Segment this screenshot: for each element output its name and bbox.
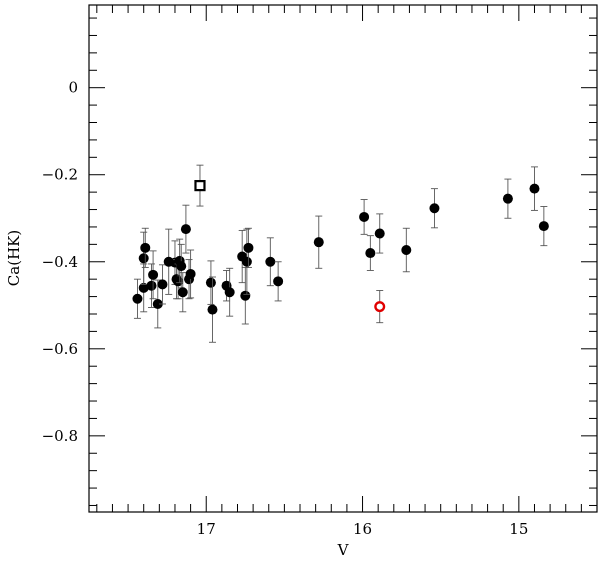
data-point — [224, 287, 235, 298]
data-point — [138, 282, 149, 293]
data-point-square — [194, 180, 206, 192]
data-marks — [132, 164, 549, 343]
y-tick-label: 0 — [68, 79, 78, 97]
tick-labels: 17 16 15 0 −0.2 −0.4 −0.6 −0.8 — [42, 79, 529, 538]
data-point — [205, 277, 216, 288]
data-point — [273, 276, 284, 287]
y-tick-label: −0.4 — [42, 253, 78, 271]
data-point — [243, 242, 254, 253]
y-tick-label: −0.6 — [42, 340, 78, 358]
data-point — [185, 268, 196, 279]
data-point — [138, 253, 149, 264]
data-point — [529, 183, 540, 194]
plot-frame — [88, 4, 598, 513]
data-point — [241, 256, 252, 267]
data-point — [148, 269, 159, 280]
data-point — [365, 248, 376, 259]
data-point — [152, 298, 163, 309]
axis-ticks — [89, 5, 598, 512]
data-point — [176, 261, 187, 272]
data-point — [374, 228, 385, 239]
data-point — [180, 224, 191, 235]
data-point — [313, 237, 324, 248]
data-point — [401, 245, 412, 256]
x-axis-label: V — [337, 541, 350, 559]
data-point — [502, 193, 513, 204]
data-point — [157, 279, 168, 290]
data-point — [265, 256, 276, 267]
data-point — [538, 221, 549, 232]
data-point — [207, 304, 218, 315]
data-point-open-circle — [374, 301, 386, 313]
x-tick-label: 17 — [197, 520, 216, 538]
data-point — [140, 242, 151, 253]
data-point — [359, 211, 370, 222]
data-point — [132, 293, 143, 304]
y-axis-label: Ca(HK) — [5, 230, 23, 286]
data-point — [429, 203, 440, 214]
y-tick-label: −0.8 — [42, 427, 78, 445]
data-point — [177, 287, 188, 298]
data-point — [146, 280, 157, 291]
x-tick-label: 16 — [353, 520, 372, 538]
y-tick-label: −0.2 — [42, 166, 78, 184]
data-point — [173, 276, 184, 287]
data-point — [240, 290, 251, 301]
x-tick-label: 15 — [509, 520, 528, 538]
